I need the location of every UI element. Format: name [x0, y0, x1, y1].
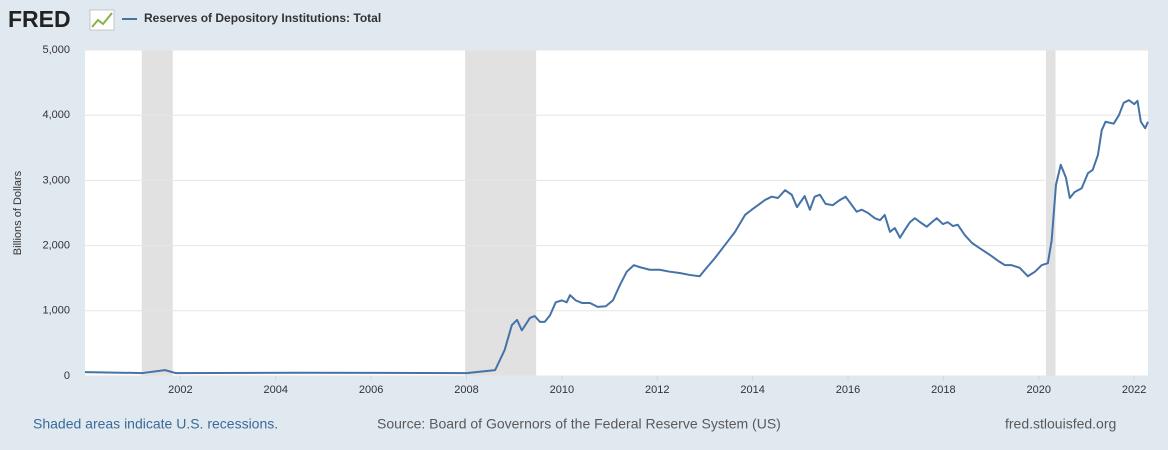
recession-note: Shaded areas indicate U.S. recessions.: [33, 416, 278, 432]
y-axis-label: Billions of Dollars: [12, 170, 24, 255]
x-tick-label: 2006: [359, 384, 383, 396]
plot-area: [85, 50, 1148, 376]
y-tick-label: 5,000: [42, 44, 70, 56]
logo-icon: [89, 9, 115, 31]
site: fred.stlouisfed.org: [1005, 416, 1116, 432]
recession-band: [1045, 50, 1056, 376]
data-line: [84, 99, 1149, 375]
x-tick-label: 2020: [1027, 384, 1051, 396]
y-tick-label: 1,000: [42, 305, 70, 317]
x-tick-label: 2014: [740, 384, 764, 396]
x-tick-label: 2022: [1122, 384, 1146, 396]
y-tick-label: 3,000: [42, 174, 70, 186]
x-tick-label: 2004: [264, 384, 288, 396]
y-tick-label: 4,000: [42, 109, 70, 121]
recession-band: [465, 50, 537, 376]
x-tick-label: 2016: [836, 384, 860, 396]
logo: FRED: [8, 6, 71, 32]
recession-band: [141, 50, 173, 376]
y-tick-label: 2,000: [42, 240, 70, 252]
x-tick-label: 2002: [168, 384, 192, 396]
x-tick-label: 2012: [645, 384, 669, 396]
x-tick-label: 2010: [550, 384, 574, 396]
x-tick-label: 2008: [454, 384, 478, 396]
y-tick-label: 0: [64, 370, 70, 382]
source: Source: Board of Governors of the Federa…: [377, 416, 781, 432]
x-tick-label: 2018: [931, 384, 955, 396]
legend-label: Reserves of Depository Institutions: Tot…: [144, 11, 381, 25]
